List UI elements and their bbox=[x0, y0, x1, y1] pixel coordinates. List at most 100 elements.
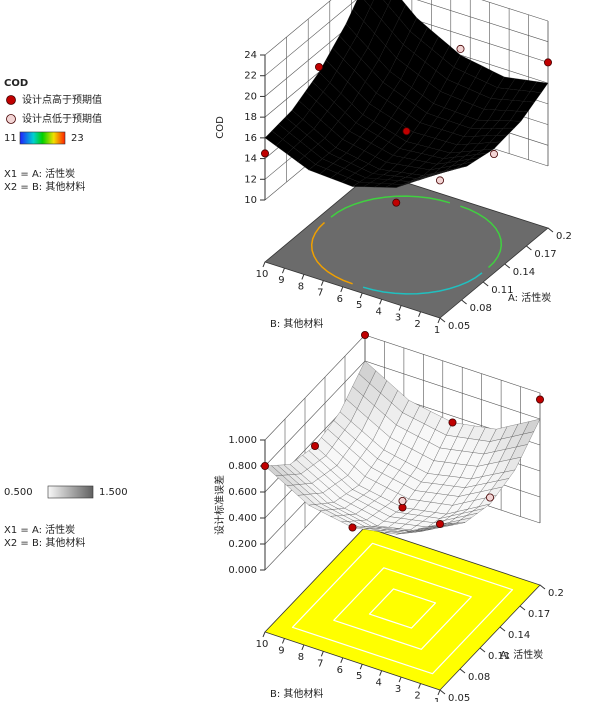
design-point bbox=[310, 441, 319, 450]
y-tick-label: 4 bbox=[375, 678, 381, 689]
colorbar-min: 0.500 bbox=[4, 487, 33, 498]
x-tick-label: 0.17 bbox=[528, 609, 550, 620]
colorbar-max: 1.500 bbox=[99, 487, 128, 498]
design-point bbox=[260, 461, 269, 470]
chart: 10121416182022240.050.080.110.140.170.21… bbox=[4, 0, 572, 336]
y-tick-label: 8 bbox=[298, 652, 304, 663]
y-tick bbox=[340, 286, 344, 293]
design-point bbox=[448, 418, 457, 427]
y-tick bbox=[320, 651, 324, 657]
y-tick-label: 3 bbox=[395, 313, 401, 324]
x-tick-label: 0.2 bbox=[548, 588, 564, 599]
floor-contour bbox=[362, 272, 483, 295]
design-point bbox=[536, 395, 545, 404]
y-tick bbox=[379, 299, 383, 305]
y-tick bbox=[262, 261, 266, 268]
x-tick-label: 0.05 bbox=[448, 693, 470, 702]
y-tick bbox=[398, 676, 402, 683]
z-tick-label: 20 bbox=[244, 91, 257, 102]
design-point bbox=[485, 493, 494, 502]
y-tick bbox=[301, 644, 305, 651]
y-tick-label: 3 bbox=[395, 684, 401, 695]
floor-contour bbox=[333, 567, 472, 650]
x-tick-label: 0.17 bbox=[534, 249, 556, 260]
z-axis-label: COD bbox=[215, 116, 226, 139]
y-axis-label: B: 其他材料 bbox=[270, 687, 323, 700]
x-tick bbox=[539, 584, 546, 590]
y-tick bbox=[418, 311, 422, 317]
colorbar bbox=[19, 131, 66, 145]
x-tick bbox=[439, 317, 446, 323]
floor-contour bbox=[291, 542, 514, 675]
x-tick bbox=[482, 281, 489, 287]
design-point bbox=[456, 44, 465, 53]
floor bbox=[264, 526, 541, 691]
z-tick-label: 0.000 bbox=[228, 565, 257, 576]
z-tick-label: 18 bbox=[244, 112, 257, 123]
y-tick-label: 5 bbox=[356, 300, 362, 311]
legend-label: 设计点低于预期值 bbox=[22, 112, 102, 125]
y-tick bbox=[359, 292, 363, 299]
design-point bbox=[398, 496, 407, 505]
y-tick-label: 6 bbox=[337, 665, 343, 676]
x-tick-label: 0.2 bbox=[556, 231, 572, 242]
x-tick-label: 0.11 bbox=[488, 651, 510, 662]
design-point bbox=[314, 62, 323, 71]
colorbar-min: 11 bbox=[4, 133, 17, 144]
y-tick bbox=[262, 631, 266, 638]
z-tick-label: 14 bbox=[244, 154, 257, 165]
x-tick bbox=[459, 668, 466, 674]
x-tick bbox=[479, 647, 486, 653]
y-tick bbox=[320, 280, 324, 286]
floor-contour bbox=[310, 221, 353, 285]
y-tick bbox=[398, 305, 402, 311]
factor-label: X1 = A: 活性炭 bbox=[4, 523, 75, 536]
z-axis-label: 设计标准误差 bbox=[213, 475, 226, 535]
floor-contour bbox=[368, 588, 437, 629]
z-tick-label: 0.200 bbox=[228, 539, 257, 550]
y-tick bbox=[340, 657, 344, 663]
design-point bbox=[435, 176, 444, 185]
y-tick-label: 10 bbox=[256, 269, 269, 280]
y-tick bbox=[281, 268, 285, 274]
y-tick-label: 6 bbox=[337, 294, 343, 305]
z-tick-label: 1.000 bbox=[228, 435, 257, 446]
y-tick-label: 2 bbox=[414, 691, 420, 702]
x-axis-label: A: 活性炭 bbox=[508, 291, 551, 304]
surface-patch bbox=[429, 171, 447, 177]
z-tick-label: 24 bbox=[244, 50, 257, 61]
y-tick-label: 4 bbox=[375, 306, 381, 317]
surface-patch bbox=[383, 0, 391, 6]
y-tick-label: 2 bbox=[414, 319, 420, 330]
design-point bbox=[348, 523, 357, 532]
y-tick bbox=[418, 683, 422, 689]
colorbar-max: 23 bbox=[71, 133, 84, 144]
y-tick bbox=[437, 689, 441, 696]
y-axis-label: B: 其他材料 bbox=[270, 317, 323, 330]
design-point bbox=[435, 520, 444, 529]
design-point bbox=[392, 198, 401, 207]
x-tick-label: 0.08 bbox=[470, 303, 492, 314]
x-tick-label: 0.08 bbox=[468, 672, 490, 683]
y-tick-label: 7 bbox=[317, 658, 323, 669]
y-tick-label: 1 bbox=[434, 697, 440, 702]
z-tick-label: 10 bbox=[244, 195, 257, 206]
factor-label: X2 = B: 其他材料 bbox=[4, 536, 85, 549]
y-tick-label: 9 bbox=[278, 275, 284, 286]
y-tick-label: 8 bbox=[298, 281, 304, 292]
y-tick-label: 10 bbox=[256, 639, 269, 650]
floor bbox=[264, 171, 549, 319]
x-tick bbox=[547, 227, 554, 233]
x-tick-label: 0.14 bbox=[508, 630, 530, 641]
y-tick bbox=[437, 317, 441, 324]
z-tick-label: 0.800 bbox=[228, 461, 257, 472]
floor-contour bbox=[460, 205, 503, 269]
y-tick-label: 1 bbox=[434, 325, 440, 336]
x-axis-label: A: 活性炭 bbox=[500, 648, 543, 661]
design-point bbox=[260, 149, 269, 158]
z-tick-label: 22 bbox=[244, 71, 257, 82]
surface-patch bbox=[364, 0, 374, 8]
x-tick bbox=[499, 626, 506, 632]
z-tick-label: 0.600 bbox=[228, 487, 257, 498]
